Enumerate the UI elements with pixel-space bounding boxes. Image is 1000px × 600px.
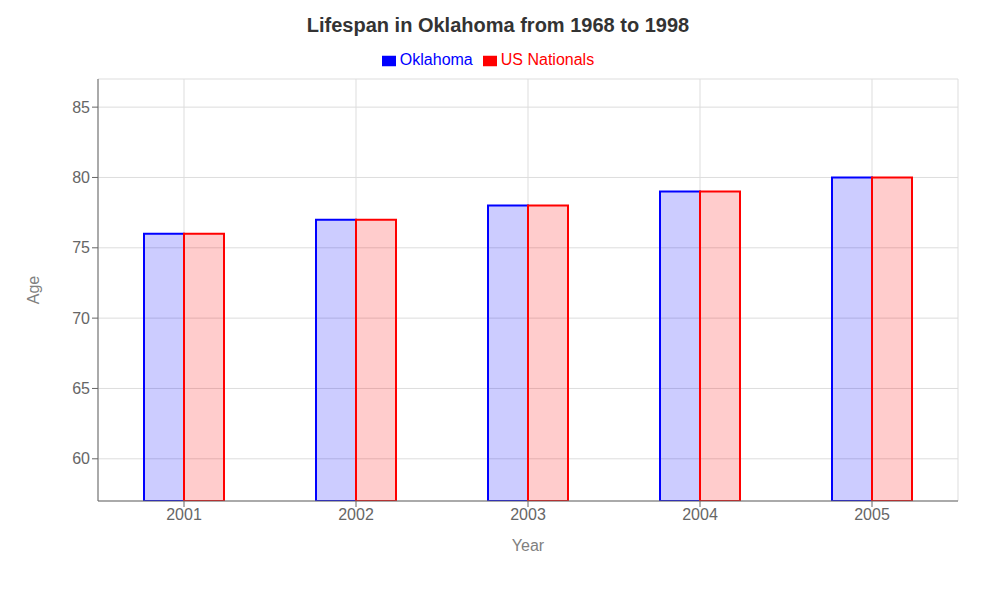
svg-text:Year: Year — [512, 537, 545, 554]
svg-text:60: 60 — [72, 450, 90, 467]
svg-text:75: 75 — [72, 239, 90, 256]
svg-text:85: 85 — [72, 99, 90, 116]
svg-text:2003: 2003 — [510, 506, 546, 523]
html-text:Lifespan in Oklahoma from 1968: Lifespan in Oklahoma from 1968 to 1998 — [306, 14, 690, 36]
html-text:US Nationals: US Nationals — [500, 51, 595, 68]
svg-text:80: 80 — [72, 169, 90, 186]
svg-text:2005: 2005 — [854, 506, 890, 523]
svg-text:2001: 2001 — [166, 506, 202, 523]
svg-text:65: 65 — [72, 380, 90, 397]
svg-text:2004: 2004 — [682, 506, 718, 523]
svg-text:Age: Age — [25, 276, 42, 305]
svg-text:70: 70 — [72, 310, 90, 327]
svg-text:2002: 2002 — [338, 506, 374, 523]
html-text:Oklahoma: Oklahoma — [399, 51, 473, 68]
